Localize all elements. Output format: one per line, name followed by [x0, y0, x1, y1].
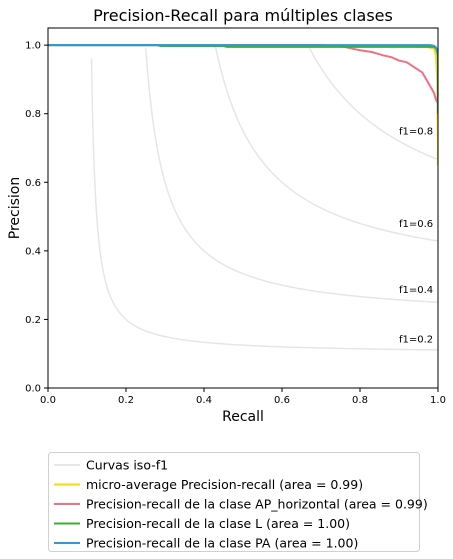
y-tick-label: 0.4	[25, 246, 41, 257]
x-tick-label: 1.0	[430, 395, 446, 406]
iso-f1-curves: f1=0.2 f1=0.4 f1=0.6 f1=0.8	[90, 44, 438, 351]
series-line-4	[48, 44, 438, 114]
series-line-3	[48, 44, 438, 53]
x-tick-label: 0.4	[196, 395, 212, 406]
y-tick-label: 1.0	[25, 41, 41, 52]
y-tick-label: 0.0	[25, 384, 41, 395]
legend-label-5: Precision-recall de la clase PA (area = …	[86, 536, 358, 551]
y-ticks: 0.0 0.2 0.4 0.6 0.8 1.0	[25, 41, 48, 395]
x-axis-label: Recall	[222, 409, 264, 425]
iso-f1-label-2: f1=0.4	[399, 285, 433, 296]
y-tick-label: 0.8	[25, 109, 41, 120]
legend-label-2: micro-average Precision-recall (area = 0…	[86, 477, 363, 492]
iso-f1-curve-4	[307, 44, 438, 161]
chart-title: Precision-Recall para múltiples clases	[93, 6, 393, 25]
y-tick-label: 0.6	[25, 178, 41, 189]
legend-box	[48, 452, 420, 552]
series-line-2	[48, 44, 438, 104]
legend-label-4: Precision-recall de la clase L (area = 1…	[86, 516, 350, 531]
legend: Curvas iso-f1 micro-average Precision-rec…	[48, 452, 428, 552]
iso-f1-curve-3	[214, 45, 438, 242]
iso-f1-label-1: f1=0.2	[399, 335, 433, 346]
x-tick-label: 0.8	[352, 395, 368, 406]
y-tick-label: 0.2	[25, 315, 41, 326]
y-axis-label: Precision	[7, 177, 23, 239]
iso-f1-curve-1	[90, 58, 438, 351]
legend-label-3: Precision-recall de la clase AP_horizont…	[86, 497, 428, 512]
iso-f1-label-3: f1=0.6	[399, 219, 433, 230]
x-tick-label: 0.2	[118, 395, 134, 406]
x-ticks: 0.0 0.2 0.4 0.6 0.8 1.0	[40, 388, 446, 406]
plot-frame	[47, 27, 439, 389]
legend-label-1: Curvas iso-f1	[86, 458, 168, 473]
series-line-1	[48, 44, 438, 166]
iso-f1-label-4: f1=0.8	[399, 126, 433, 137]
x-tick-label: 0.0	[40, 395, 56, 406]
x-tick-label: 0.6	[274, 395, 290, 406]
series-lines	[48, 44, 438, 166]
iso-f1-curve-2	[144, 47, 438, 304]
